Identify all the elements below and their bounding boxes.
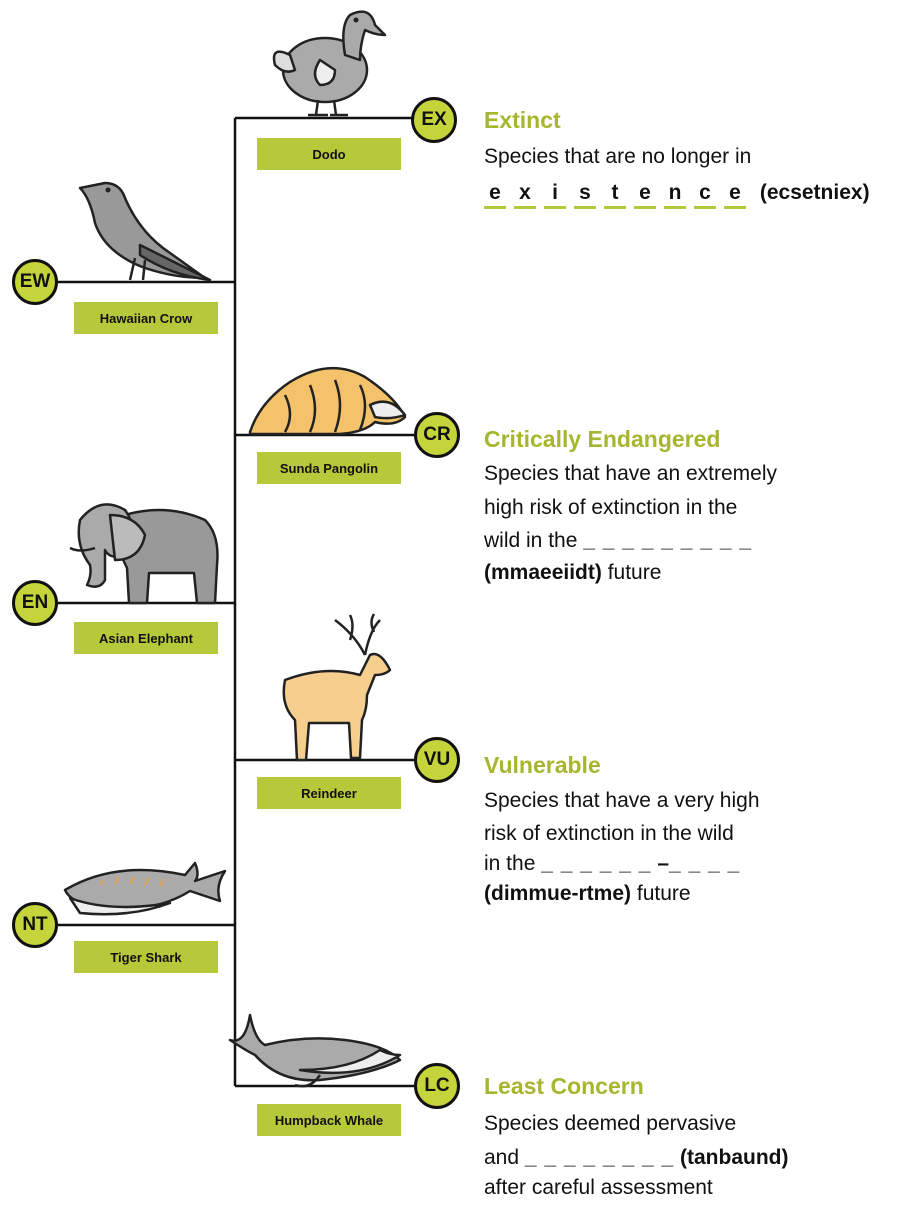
answer-letter: e <box>634 180 656 209</box>
animal-label: Reindeer <box>257 777 401 809</box>
description-line: risk of extinction in the wild <box>484 817 734 850</box>
reindeer-illustration <box>284 614 390 760</box>
status-code: CR <box>414 412 460 458</box>
text: future <box>608 561 662 584</box>
answer-letter: e <box>724 180 746 209</box>
category-title: Extinct <box>484 107 561 134</box>
dodo-illustration <box>274 12 385 115</box>
animal-label: Sunda Pangolin <box>257 452 401 484</box>
elephant-illustration <box>70 504 218 603</box>
pangolin-illustration <box>250 368 405 434</box>
status-code: NT <box>12 902 58 948</box>
status-code: EW <box>12 259 58 305</box>
description-line: in the _ _ _ _ _ _ –_ _ _ _ <box>484 847 740 880</box>
hint: (ecsetniex) <box>760 181 870 204</box>
answer-letter: n <box>664 180 686 209</box>
animal-label: Asian Elephant <box>74 622 218 654</box>
whale-illustration <box>230 1015 400 1086</box>
answer-letter: t <box>604 180 626 209</box>
description-line: high risk of extinction in the <box>484 491 737 524</box>
hint: (mmaeeiidt) <box>484 561 602 584</box>
worksheet: EX EW CR EN VU NT LC Dodo Hawaiian Crow … <box>0 0 903 1205</box>
blank: _ _ _ _ _ _ _ _ _ <box>583 529 752 552</box>
hint: (dimmue-rtme) <box>484 882 631 905</box>
animal-label: Tiger Shark <box>74 941 218 973</box>
answer-letter: c <box>694 180 716 209</box>
status-code: VU <box>414 737 460 783</box>
category-title: Critically Endangered <box>484 426 720 453</box>
status-code: EN <box>12 580 58 626</box>
description-line: and _ _ _ _ _ _ _ _ (tanbaund) <box>484 1141 789 1174</box>
description-line: Species that have an extremely <box>484 457 777 490</box>
blank: _ _ _ _ _ _ _ _ <box>525 1146 674 1169</box>
answer-letter: s <box>574 180 596 209</box>
text: wild in the <box>484 529 577 552</box>
answer-letter: x <box>514 180 536 209</box>
status-code: LC <box>414 1063 460 1109</box>
text: in the <box>484 852 535 875</box>
dash: – <box>657 852 669 875</box>
description-line: Species that have a very high <box>484 784 760 817</box>
blank: _ _ _ _ <box>669 852 740 875</box>
description-line: (dimmue-rtme) future <box>484 877 691 910</box>
description-line: (mmaeeiidt) future <box>484 556 661 589</box>
description-line: Species that are no longer in <box>484 140 751 173</box>
answer-letter: i <box>544 180 566 209</box>
animal-label: Hawaiian Crow <box>74 302 218 334</box>
blank: _ _ _ _ _ _ <box>541 852 651 875</box>
shark-illustration <box>65 863 225 914</box>
description-line: Species deemed pervasive <box>484 1107 736 1140</box>
animal-label: Dodo <box>257 138 401 170</box>
description-line: after careful assessment <box>484 1171 713 1204</box>
category-title: Least Concern <box>484 1073 644 1100</box>
category-title: Vulnerable <box>484 752 601 779</box>
text: and <box>484 1146 519 1169</box>
status-code: EX <box>411 97 457 143</box>
animal-label: Humpback Whale <box>257 1104 401 1136</box>
text: future <box>637 882 691 905</box>
crow-illustration <box>80 183 210 280</box>
description-line: wild in the _ _ _ _ _ _ _ _ _ <box>484 524 752 557</box>
hint: (tanbaund) <box>680 1146 788 1169</box>
answer-letter: e <box>484 180 506 209</box>
